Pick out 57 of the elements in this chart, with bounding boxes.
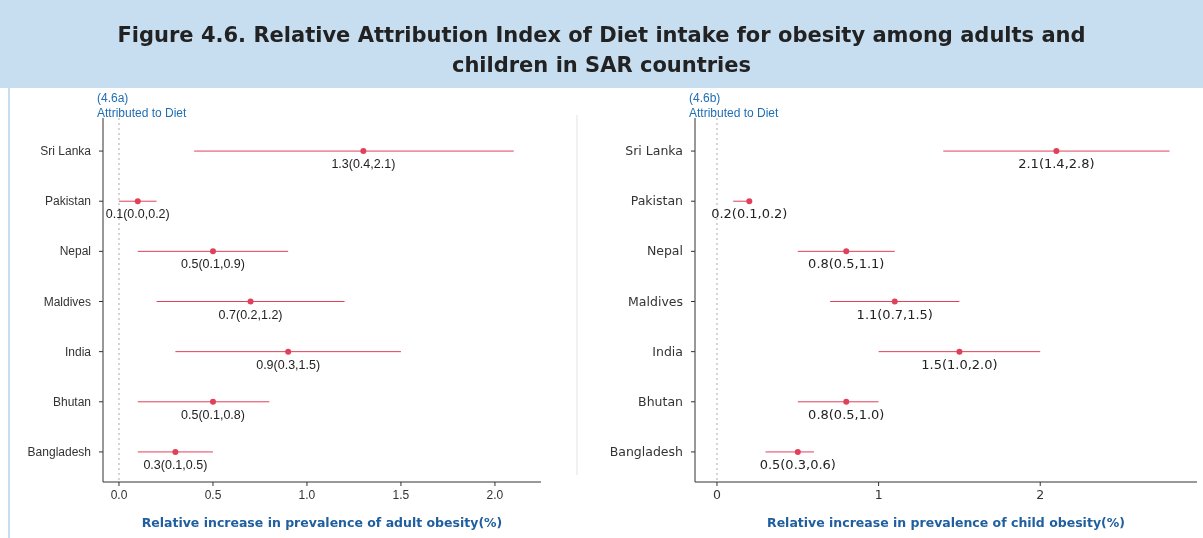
y-tick-label: Maldives bbox=[43, 294, 91, 309]
data-label: 0.3(0.1,0.5) bbox=[143, 457, 208, 472]
y-tick-label: Maldives bbox=[628, 293, 683, 309]
point bbox=[209, 398, 216, 405]
y-tick-label: Sri Lanka bbox=[40, 144, 92, 159]
point bbox=[360, 148, 367, 155]
data-label: 0.8(0.5,1.0) bbox=[808, 406, 885, 422]
x-tick-label: 1.0 bbox=[298, 488, 316, 502]
data-label: 0.5(0.1,0.9) bbox=[181, 257, 245, 272]
y-tick-label: Nepal bbox=[59, 244, 91, 259]
y-tick-label: Sri Lanka bbox=[625, 143, 683, 159]
x-tick-label: 0 bbox=[713, 487, 721, 502]
data-label: 2.1(1.4,2.8) bbox=[1018, 156, 1095, 172]
x-tick-label: 0.5 bbox=[204, 488, 222, 502]
annotation: Attributed to Diet bbox=[689, 106, 780, 120]
x-tick-label: 2.0 bbox=[486, 488, 504, 502]
point bbox=[134, 198, 141, 205]
x-tick-label: 1 bbox=[874, 487, 883, 502]
x-tick-label: 2 bbox=[1036, 487, 1045, 502]
y-tick-label: Bangladesh bbox=[609, 443, 683, 459]
point bbox=[956, 348, 963, 355]
point bbox=[794, 448, 801, 455]
data-label: 0.5(0.3,0.6) bbox=[759, 456, 836, 472]
data-label: 0.1(0.0,0.2) bbox=[105, 207, 170, 222]
y-tick-label: Pakistan bbox=[44, 194, 91, 209]
point bbox=[1053, 148, 1060, 155]
data-label: 0.7(0.2,1.2) bbox=[218, 307, 283, 322]
x-axis-title: Relative increase in prevalence of child obesity(%) bbox=[767, 515, 1125, 530]
x-tick-label: 1.5 bbox=[392, 488, 410, 502]
data-label: 0.2(0.1,0.2) bbox=[711, 206, 788, 222]
y-tick-label: India bbox=[64, 344, 92, 359]
y-tick-label: Pakistan bbox=[630, 193, 683, 209]
point bbox=[172, 448, 179, 455]
x-axis-title: Relative increase in prevalence of adult obesity(%) bbox=[141, 515, 503, 530]
point bbox=[209, 248, 216, 255]
point bbox=[285, 348, 292, 355]
chart-subtitle: (4.6a) bbox=[97, 91, 129, 105]
chart-subtitle: (4.6b) bbox=[689, 91, 721, 105]
y-tick-label: Nepal bbox=[646, 243, 683, 259]
y-tick-label: Bhutan bbox=[638, 393, 683, 409]
y-tick-label: India bbox=[652, 343, 683, 359]
data-label: 1.5(1.0,2.0) bbox=[921, 356, 998, 372]
data-label: 0.8(0.5,1.1) bbox=[808, 256, 885, 272]
data-label: 1.1(0.7,1.5) bbox=[856, 306, 933, 322]
text: Figure 4.6. Relative Attribution Index of Diet intake for obesity among adults and children in SAR countries bbox=[117, 23, 1086, 77]
point bbox=[843, 248, 850, 255]
point bbox=[891, 298, 898, 305]
point bbox=[746, 198, 753, 205]
y-tick-label: Bangladesh bbox=[27, 444, 91, 459]
y-tick-label: Bhutan bbox=[52, 394, 91, 409]
data-label: 1.3(0.4,2.1) bbox=[331, 157, 396, 172]
data-label: 0.9(0.3,1.5) bbox=[256, 357, 321, 372]
data-label: 0.5(0.1,0.8) bbox=[181, 407, 245, 422]
point bbox=[843, 398, 850, 405]
annotation: Attributed to Diet bbox=[97, 106, 188, 120]
point bbox=[247, 298, 254, 305]
x-tick-label: 0.0 bbox=[110, 488, 128, 502]
